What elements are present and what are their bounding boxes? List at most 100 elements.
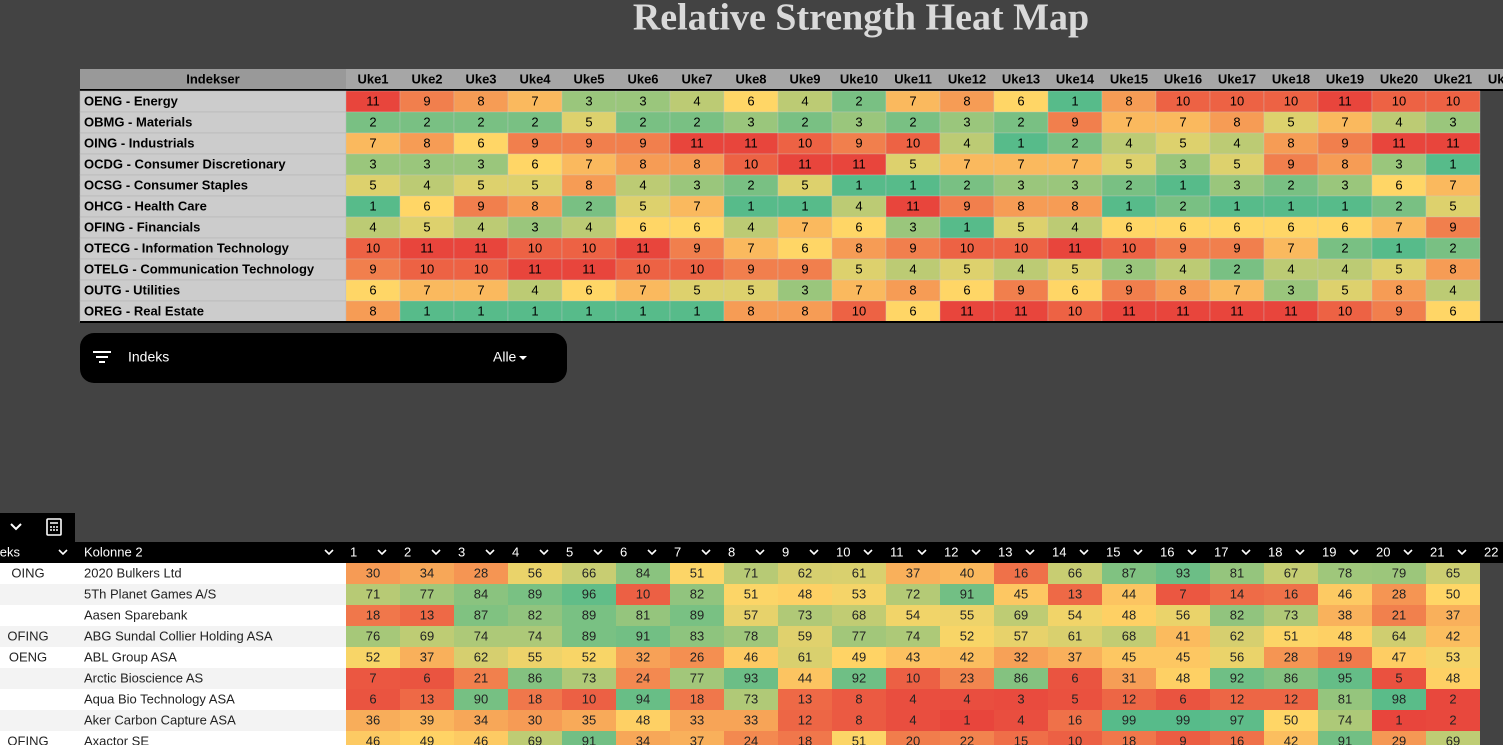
- sort-chevron[interactable]: [1241, 549, 1251, 556]
- cell-value: 46: [744, 649, 758, 664]
- cell-value: 3: [963, 114, 970, 129]
- sort-chevron[interactable]: [58, 549, 68, 556]
- cell-value: 66: [1068, 565, 1082, 580]
- sort-chevron[interactable]: [1403, 549, 1413, 556]
- cell-value: 37: [1068, 649, 1082, 664]
- row-label: OBMG - Materials: [84, 114, 192, 129]
- sort-chevron[interactable]: [324, 549, 334, 556]
- collapse-icon[interactable]: [10, 523, 22, 531]
- cell-value: 61: [852, 565, 866, 580]
- sort-chevron[interactable]: [647, 549, 657, 556]
- column-header: Uke19: [1326, 71, 1364, 86]
- sort-chevron[interactable]: [917, 549, 927, 556]
- heat-cell: [994, 710, 1048, 731]
- heat-cell: [778, 626, 832, 647]
- sort-chevron[interactable]: [539, 549, 549, 556]
- cell-value: 4: [1017, 261, 1024, 276]
- heat-cell: [994, 563, 1048, 584]
- cell-value: 5: [423, 219, 430, 234]
- cell-value: 15: [1014, 733, 1028, 745]
- cell-value: 10: [1392, 93, 1406, 108]
- cell-value: 5: [585, 114, 592, 129]
- cell-value: 28: [1284, 649, 1298, 664]
- cell-value: 7: [1341, 114, 1348, 129]
- sort-chevron[interactable]: [1187, 549, 1197, 556]
- filter-chip[interactable]: Indeks Alle: [80, 333, 567, 383]
- heat-cell: [508, 563, 562, 584]
- cell-value: 55: [960, 607, 974, 622]
- heat-cell: [562, 647, 616, 668]
- filter-icon: [93, 351, 111, 363]
- heat-cell: [886, 731, 940, 745]
- sort-chevron[interactable]: [377, 549, 387, 556]
- heat-cell: [1318, 689, 1372, 710]
- sort-chevron[interactable]: [1133, 549, 1143, 556]
- heat-cell: [400, 731, 454, 745]
- filter-bg[interactable]: [80, 333, 567, 383]
- heat-cell: [508, 668, 562, 689]
- cell-value: 9: [963, 198, 970, 213]
- row-label: OUTG - Utilities: [84, 282, 180, 297]
- name-cell: ABG Sundal Collier Holding ASA: [84, 628, 273, 643]
- cell-value: 8: [531, 198, 538, 213]
- filter-value[interactable]: Alle: [493, 349, 517, 365]
- cell-value: 12: [1122, 691, 1136, 706]
- cell-value: 11: [582, 261, 596, 276]
- toolbar: [0, 513, 75, 542]
- cell-value: 5: [1449, 198, 1456, 213]
- heat-cell: [1210, 563, 1264, 584]
- heat-cell: [454, 668, 508, 689]
- cell-value: 11: [1014, 303, 1028, 318]
- sort-chevron[interactable]: [809, 549, 819, 556]
- heat-cell: [778, 731, 832, 745]
- cell-value: 22: [960, 733, 974, 745]
- sort-chevron[interactable]: [1349, 549, 1359, 556]
- cell-value: 4: [423, 177, 430, 192]
- calculator-icon[interactable]: [46, 518, 62, 536]
- cell-value: 6: [639, 219, 646, 234]
- heat-cell: [778, 668, 832, 689]
- heat-cell: [1156, 605, 1210, 626]
- column-header: Uke15: [1110, 71, 1148, 86]
- cell-value: 3: [1071, 177, 1078, 192]
- sort-chevron[interactable]: [431, 549, 441, 556]
- cell-value: 37: [906, 565, 920, 580]
- cell-value: 10: [1068, 733, 1082, 745]
- cell-value: 10: [1446, 93, 1460, 108]
- sort-chevron[interactable]: [485, 549, 495, 556]
- row-label: OFING - Financials: [84, 219, 200, 234]
- cell-value: 1: [1179, 177, 1186, 192]
- cell-value: 3: [423, 156, 430, 171]
- sort-chevron[interactable]: [971, 549, 981, 556]
- cell-value: 8: [855, 691, 862, 706]
- sort-chevron[interactable]: [593, 549, 603, 556]
- cell-value: 57: [744, 607, 758, 622]
- heat-cell: [508, 647, 562, 668]
- cell-value: 21: [474, 670, 488, 685]
- sort-chevron[interactable]: [863, 549, 873, 556]
- cell-value: 37: [1446, 607, 1460, 622]
- column-header: 11: [890, 544, 904, 559]
- cell-value: 9: [585, 135, 592, 150]
- column-header: Uke13: [1002, 71, 1040, 86]
- cell-value: 7: [585, 156, 592, 171]
- column-header: Uke7: [681, 71, 712, 86]
- heat-cell: [616, 647, 670, 668]
- cell-value: 65: [1446, 565, 1460, 580]
- heat-cell: [1372, 731, 1426, 745]
- sort-chevron[interactable]: [1025, 549, 1035, 556]
- heat-cell: [1426, 563, 1480, 584]
- sort-chevron[interactable]: [1295, 549, 1305, 556]
- title: Relative Strength Heat Map: [633, 0, 1089, 39]
- sort-chevron[interactable]: [701, 549, 711, 556]
- sort-chevron[interactable]: [755, 549, 765, 556]
- cell-value: 49: [852, 649, 866, 664]
- heat-cell: [562, 563, 616, 584]
- cell-value: 77: [690, 670, 704, 685]
- column-header: Uke1: [357, 71, 388, 86]
- cell-value: 8: [1287, 135, 1294, 150]
- sort-chevron[interactable]: [1457, 549, 1467, 556]
- cell-value: 4: [369, 219, 376, 234]
- sort-chevron[interactable]: [1079, 549, 1089, 556]
